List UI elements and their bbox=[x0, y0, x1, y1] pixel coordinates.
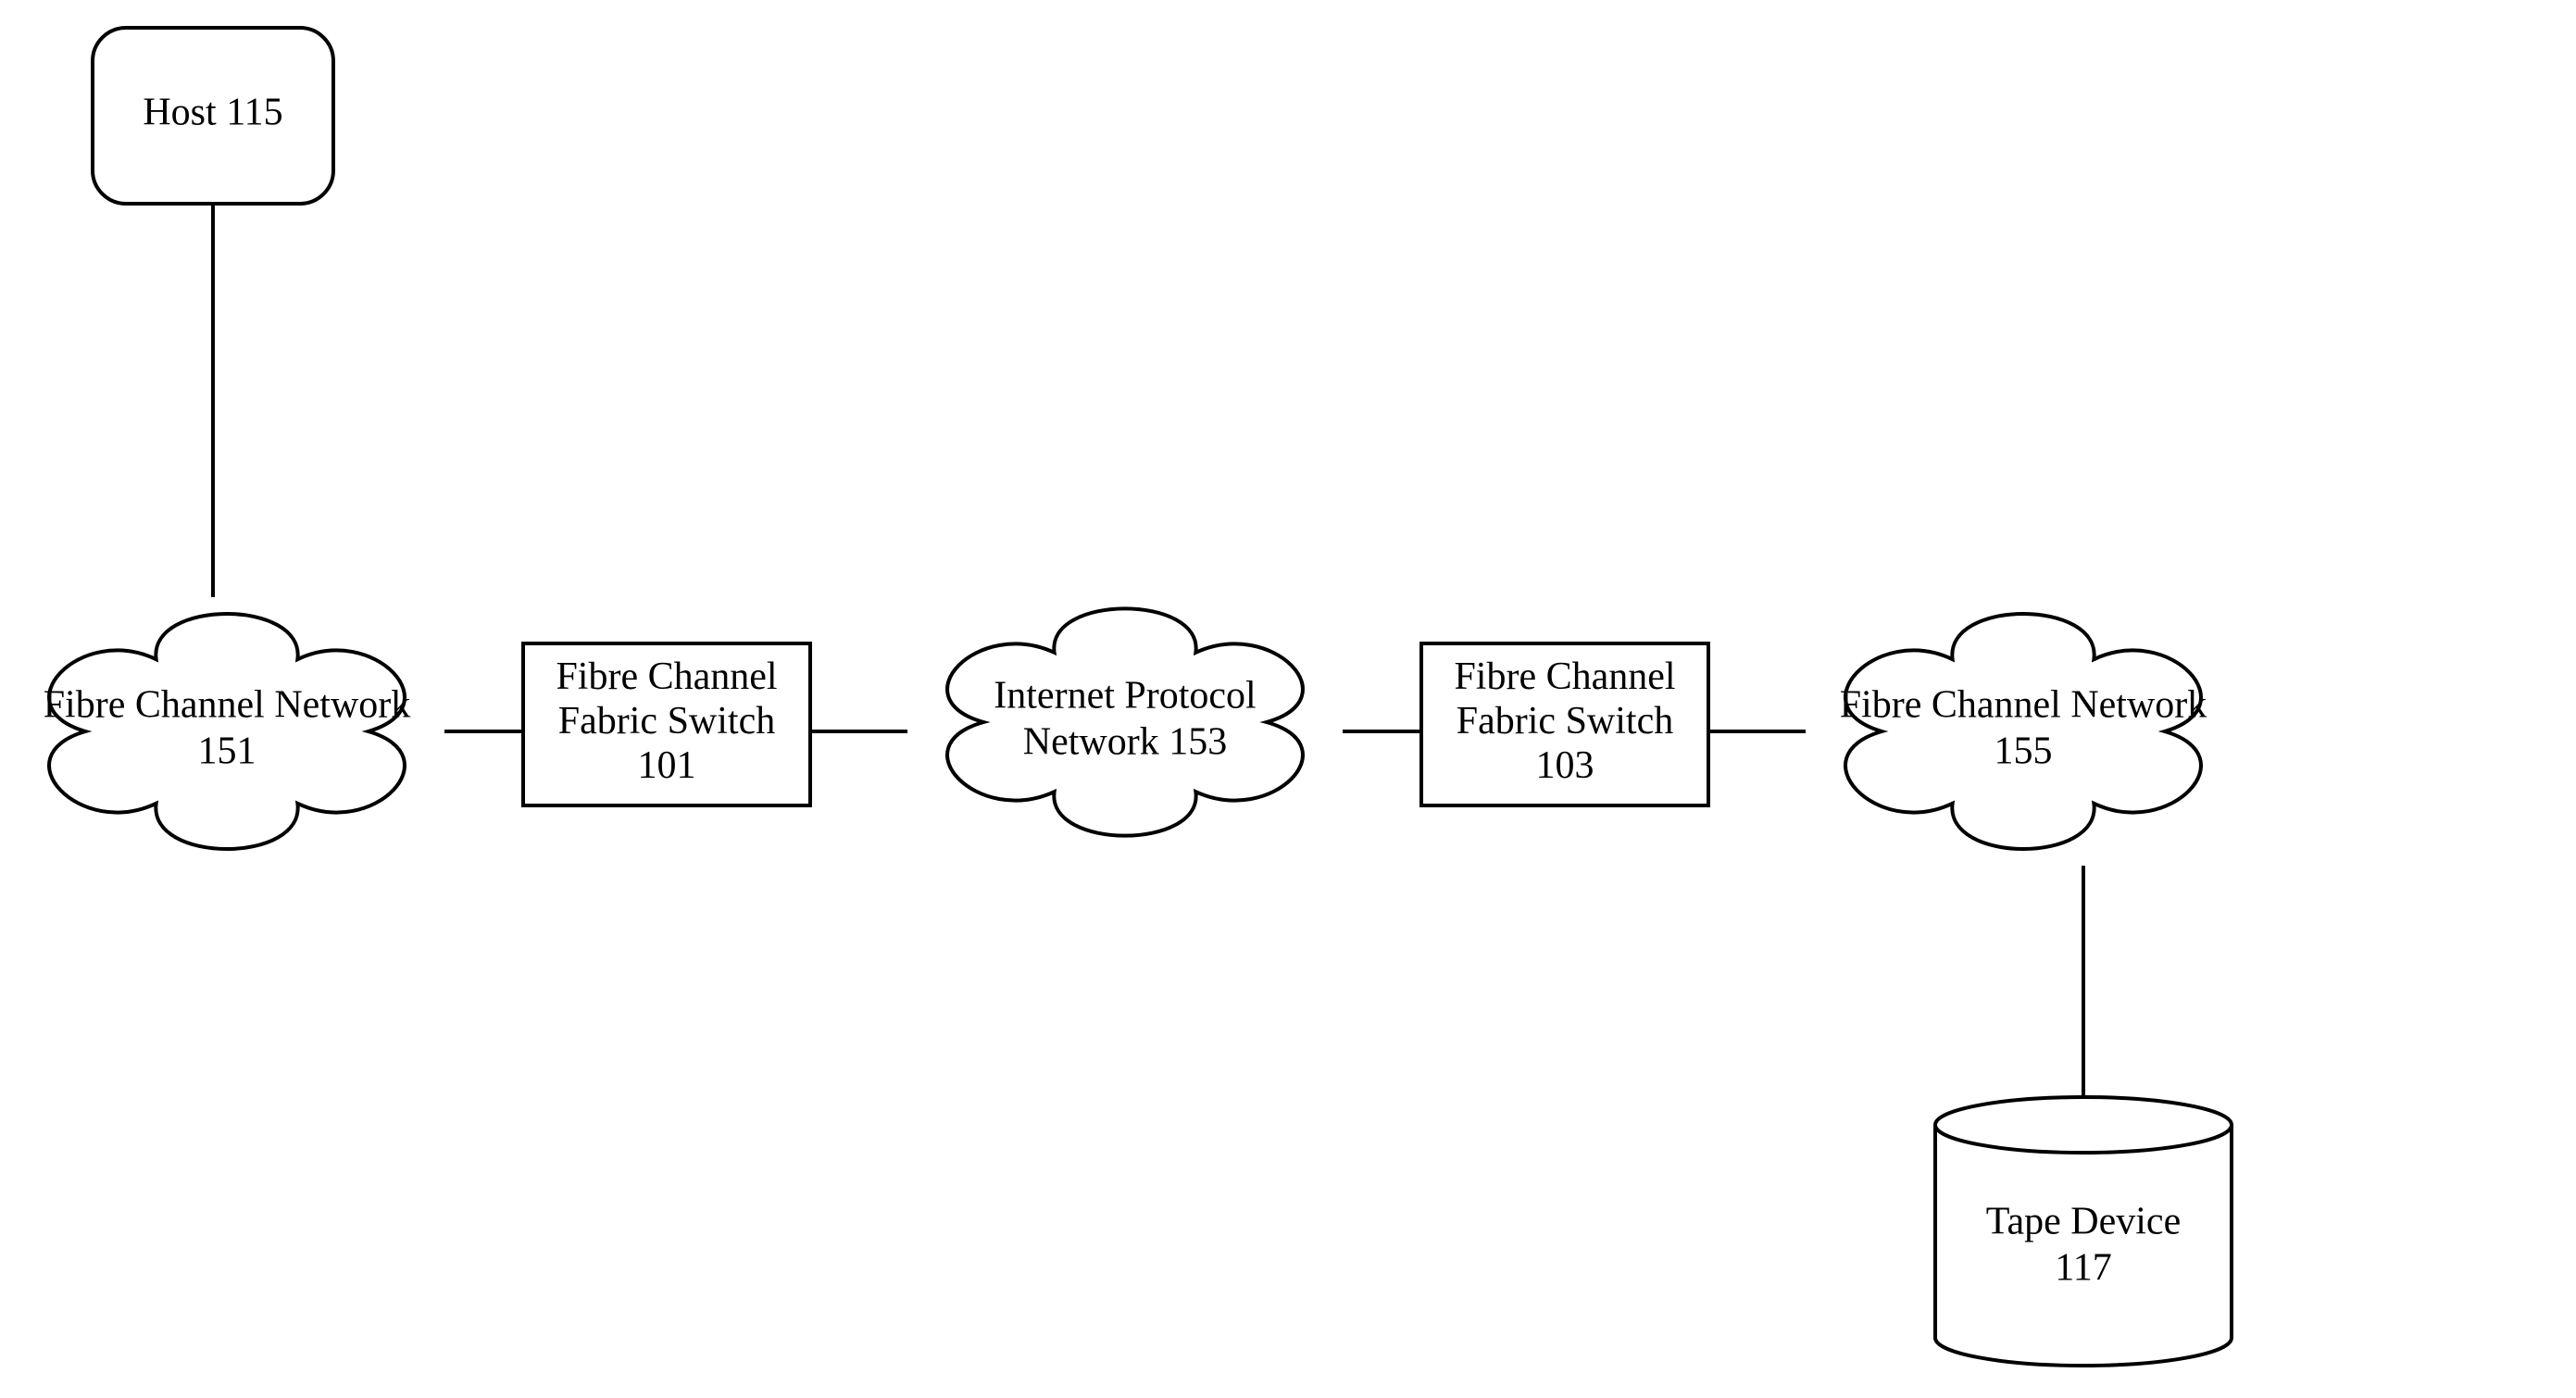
tape-top bbox=[1935, 1097, 2232, 1153]
switch103-label: 103 bbox=[1536, 744, 1594, 787]
switch101-label: Fibre Channel bbox=[556, 655, 777, 698]
switch101: Fibre ChannelFabric Switch101 bbox=[523, 643, 810, 805]
host-label: Host 115 bbox=[143, 92, 282, 134]
switch101-label: 101 bbox=[638, 744, 696, 787]
switch103-label: Fabric Switch bbox=[1457, 700, 1673, 743]
fcnet151-label: Fibre Channel Network bbox=[44, 684, 411, 727]
fcnet151-label: 151 bbox=[198, 730, 256, 773]
fcnet155-label: 155 bbox=[1995, 730, 2053, 773]
ipnet153-label: Internet Protocol bbox=[994, 675, 1256, 718]
host: Host 115 bbox=[93, 28, 333, 204]
switch101-label: Fabric Switch bbox=[558, 700, 775, 743]
tape-body bbox=[1935, 1125, 2232, 1366]
fcnet155-label: Fibre Channel Network bbox=[1840, 684, 2207, 727]
switch103: Fibre ChannelFabric Switch103 bbox=[1421, 643, 1708, 805]
tape-label: Tape Device bbox=[1986, 1201, 2181, 1243]
tape: Tape Device117 bbox=[1935, 1097, 2232, 1366]
switch103-label: Fibre Channel bbox=[1454, 655, 1675, 698]
network-diagram: Host 115Fibre Channel Network151Fibre Ch… bbox=[0, 0, 2576, 1398]
tape-label: 117 bbox=[2055, 1247, 2111, 1290]
ipnet153-label: Network 153 bbox=[1023, 721, 1227, 764]
